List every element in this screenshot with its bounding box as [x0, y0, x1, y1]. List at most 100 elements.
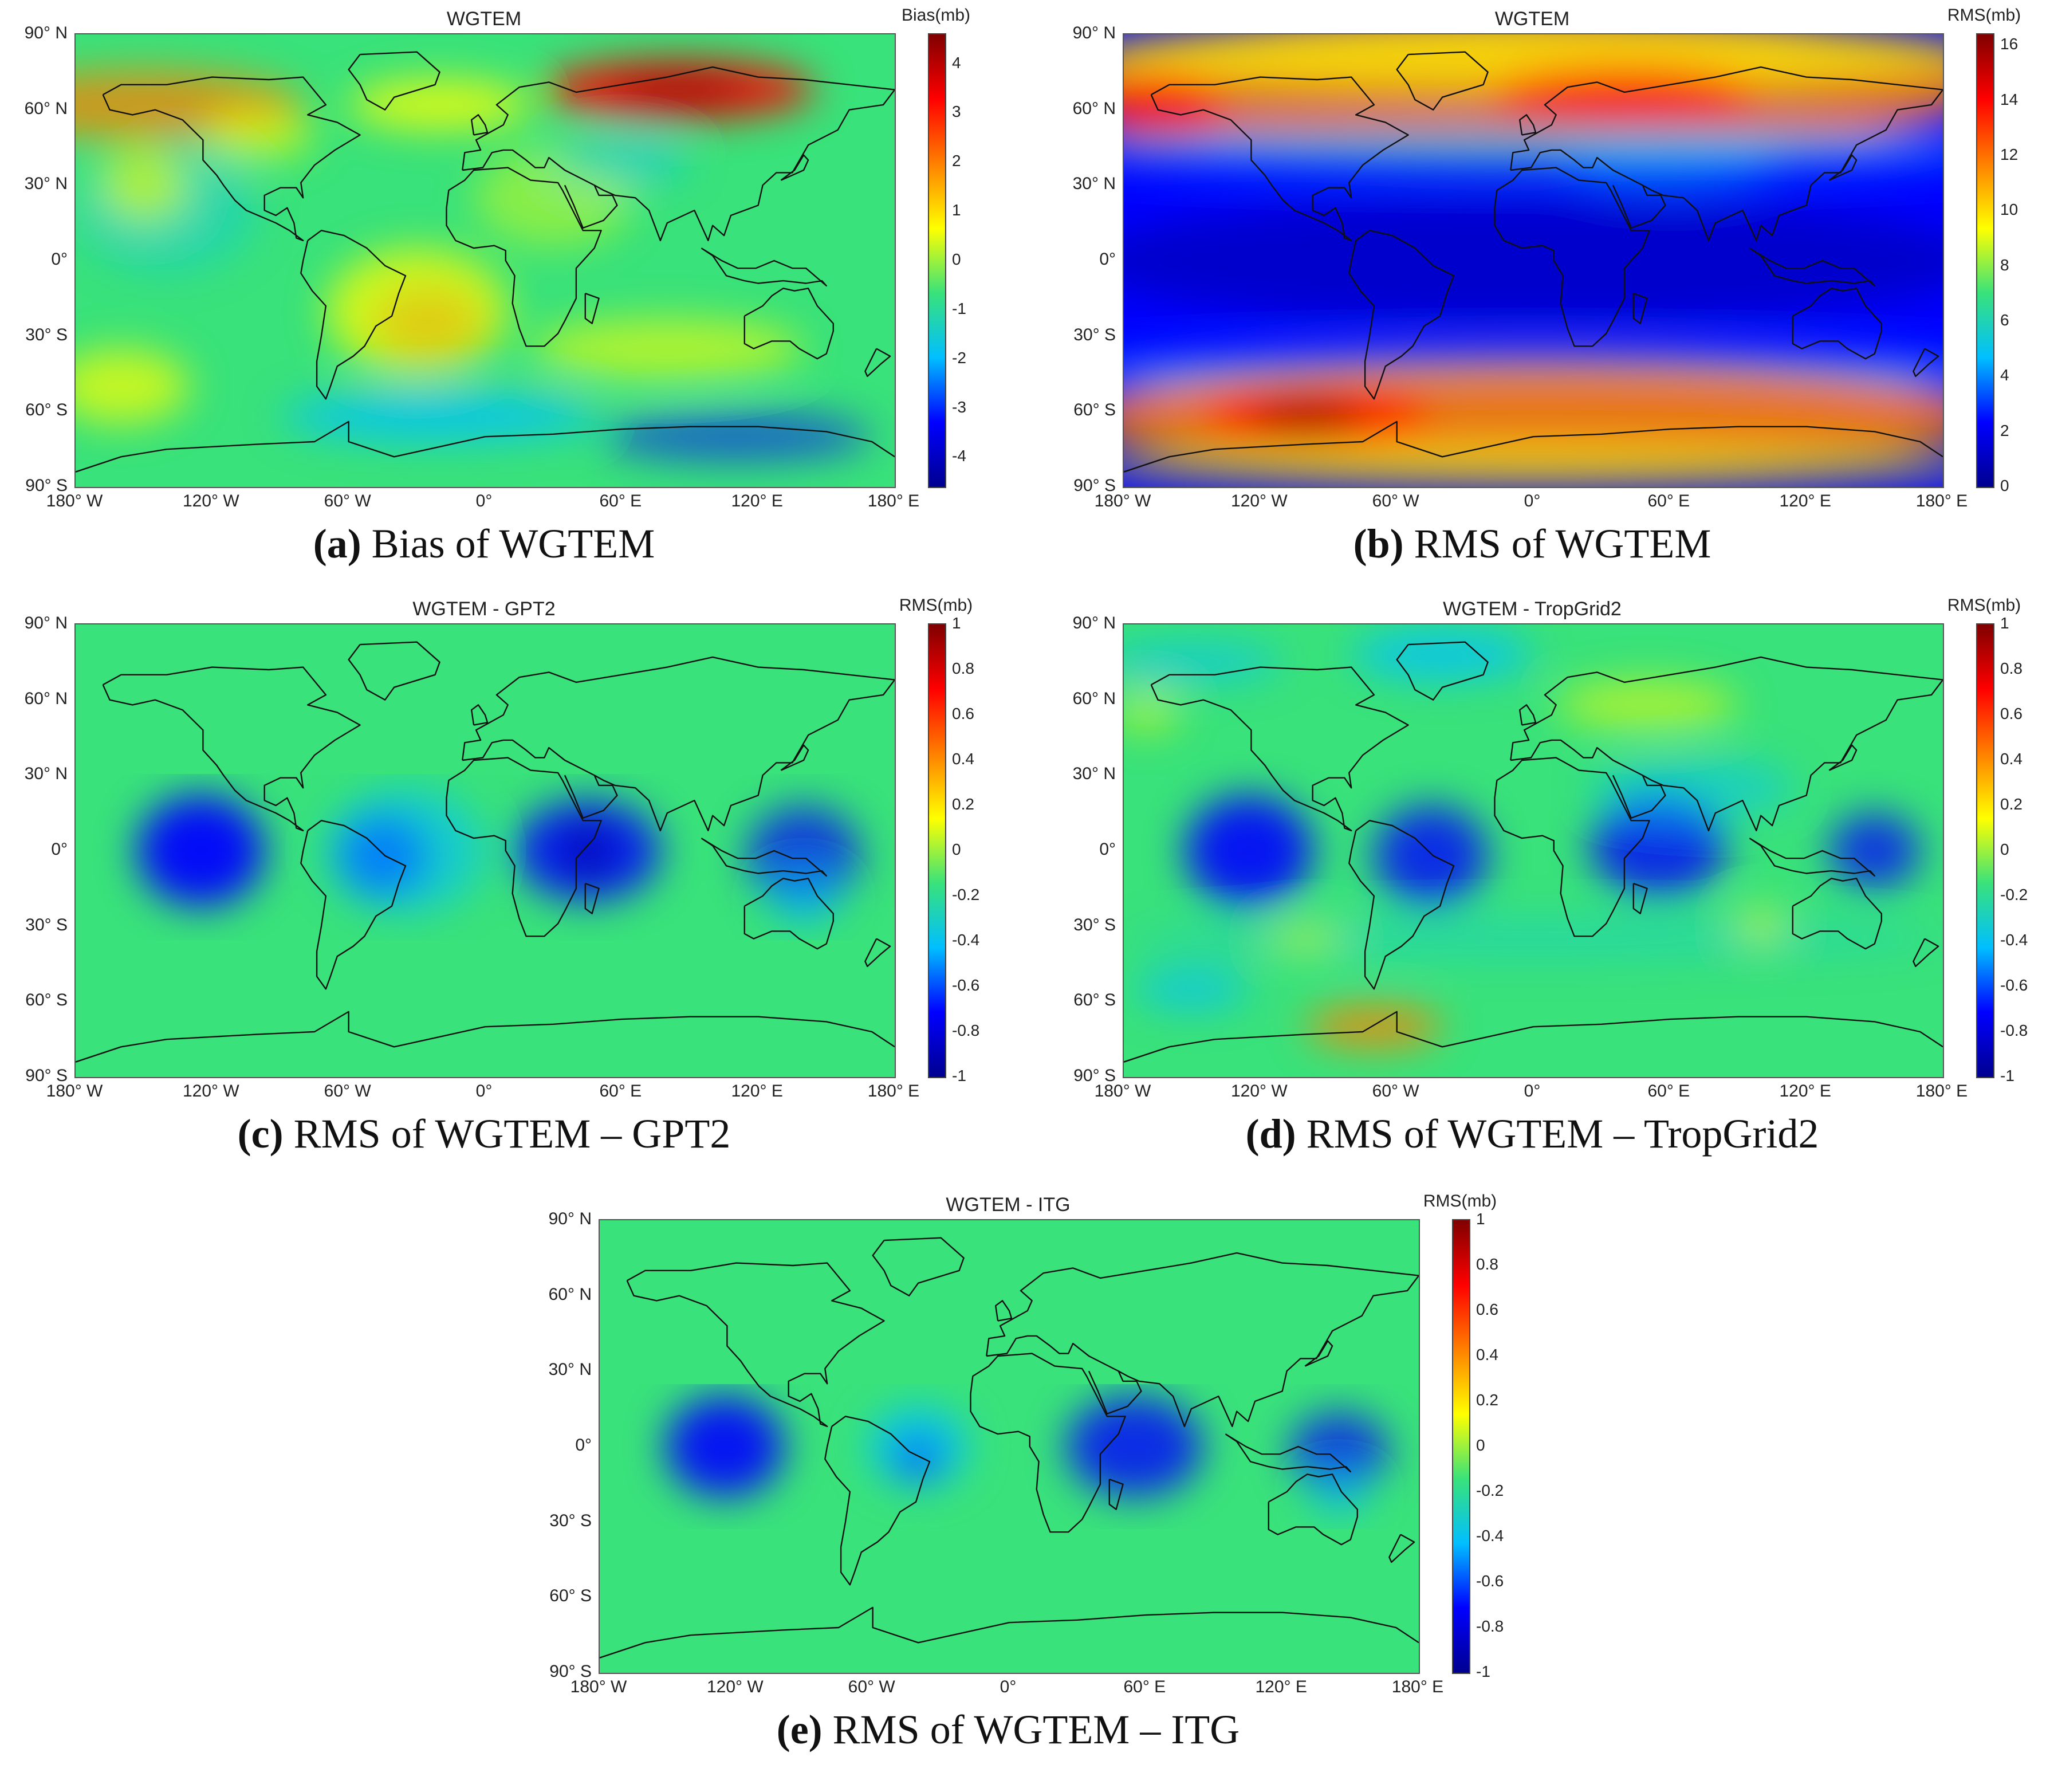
lon-tick-label: 180° W	[46, 1082, 103, 1101]
field-layer	[137, 788, 861, 926]
lon-tick-label: 120° E	[1779, 1082, 1831, 1101]
panel-e: WGTEM - ITG 90° N 60° N 30° N 0° 30° S 60° S 90…	[524, 1186, 1544, 1776]
lat-tick-label: 30° N	[548, 1360, 592, 1380]
colorbar-tick-label: 0	[952, 250, 961, 268]
lat-tick-label: 30° N	[24, 764, 68, 784]
lon-tick-label: 180° E	[1915, 1082, 1968, 1101]
colorbar-tick-label: 0.4	[2000, 750, 2023, 768]
lon-tick-label: 60° E	[1647, 492, 1690, 510]
colorbar-unit: RMS(mb)	[1423, 1192, 1497, 1211]
colorbar-tick-label: -0.6	[1476, 1572, 1504, 1590]
colorbar-tick-label: 0.2	[2000, 795, 2023, 813]
colorbar-tick-label: 6	[2000, 311, 2009, 329]
colorbar-tick-label: 0.8	[952, 659, 974, 677]
caption-text: RMS of WGTEM – TropGrid2	[1296, 1111, 1819, 1157]
lon-tick-label: 0°	[475, 492, 493, 510]
panel-b: WGTEM 90° N 60° N 30° N 0° 30° S 60° S 90° S 180…	[1048, 0, 2050, 590]
colorbar-unit: RMS(mb)	[899, 596, 973, 615]
field-layer	[1124, 34, 1943, 487]
lat-tick-label: 30° N	[1072, 764, 1116, 784]
colorbar-tick-label: 2	[2000, 421, 2009, 439]
lon-tick-label: 180° W	[46, 492, 103, 510]
field-layer	[666, 1396, 1390, 1517]
colorbar-tick-label: 16	[2000, 35, 2018, 53]
lat-tick-label: 30° N	[1072, 174, 1116, 194]
caption-text: Bias of WGTEM	[361, 521, 655, 567]
colorbar-tick-label: -0.2	[952, 886, 980, 903]
colorbar-tick-label: -0.4	[2000, 931, 2028, 949]
panel-caption: (e) RMS of WGTEM – ITG	[777, 1706, 1240, 1754]
map-area	[1123, 623, 1944, 1078]
map-area	[74, 623, 896, 1078]
colorbar-tick-label: 0.6	[2000, 705, 2023, 722]
colorbar-tick-label: 1	[952, 614, 961, 632]
lon-tick-label: 0°	[1524, 1082, 1541, 1101]
colorbar-tick-label: 0.4	[1476, 1346, 1498, 1363]
lon-tick-label: 60° W	[1372, 492, 1419, 510]
lon-tick-label: 60° W	[324, 492, 371, 510]
colorbar-tick-label: 0.8	[2000, 659, 2023, 677]
lat-tick-label: 60° N	[548, 1284, 592, 1304]
lat-tick-label: 30° S	[25, 325, 68, 344]
colorbar-tick-label: -0.4	[952, 931, 980, 949]
colorbar-unit: RMS(mb)	[1947, 596, 2021, 615]
lat-tick-label: 90° N	[1072, 614, 1116, 632]
map-title: WGTEM	[1494, 8, 1570, 30]
lat-tick-label: 90° S	[1073, 476, 1116, 495]
lon-tick-label: 0°	[1524, 492, 1541, 510]
lon-tick-label: 60° W	[1372, 1082, 1419, 1101]
lon-tick-label: 180° E	[867, 1082, 920, 1101]
lon-tick-label: 180° W	[1094, 492, 1151, 510]
coastline	[1124, 641, 1943, 1063]
lat-tick-label: 0°	[1099, 840, 1116, 859]
lon-tick-label: 60° E	[1123, 1677, 1166, 1696]
colorbar-tick-label: -3	[952, 398, 966, 416]
lon-tick-label: 120° W	[182, 1082, 239, 1101]
lat-tick-label: 30° S	[25, 915, 68, 934]
colorbar	[1976, 33, 1994, 488]
lon-tick-label: 60° W	[848, 1677, 895, 1696]
map-title: WGTEM - GPT2	[412, 598, 556, 620]
colorbar-tick-label: 14	[2000, 90, 2018, 108]
lat-tick-label: 0°	[1099, 250, 1116, 269]
caption-letter: (e)	[776, 1707, 823, 1752]
lat-tick-label: 30° S	[1073, 915, 1116, 934]
colorbar-tick-label: -0.8	[2000, 1021, 2028, 1039]
colorbar-tick-label: 4	[952, 53, 961, 72]
lon-tick-label: 120° W	[1230, 1082, 1288, 1101]
colorbar-tick-label: 1	[2000, 614, 2009, 632]
lat-tick-label: 0°	[51, 840, 68, 859]
lat-tick-label: 60° N	[1072, 99, 1116, 118]
colorbar-tick-label: -1	[952, 1067, 966, 1084]
map-area	[1123, 33, 1944, 488]
lat-tick-label: 90° N	[24, 23, 68, 42]
colorbar-tick-label: -0.4	[1476, 1527, 1504, 1545]
lat-tick-label: 60° S	[549, 1586, 592, 1606]
colorbar-tick-label: 0.2	[952, 795, 974, 813]
lon-tick-label: 180° W	[570, 1677, 627, 1696]
lon-tick-label: 60° W	[324, 1082, 371, 1101]
colorbar-tick-label: 0	[952, 840, 961, 858]
colorbar-tick-label: 4	[2000, 366, 2009, 384]
panel-a: WGTEM 90° N 60° N 30° N 0° 30° S 60° S 90° S 180…	[0, 0, 1020, 590]
lon-tick-label: 180° W	[1094, 1082, 1151, 1101]
colorbar-tick-label: -0.2	[1476, 1481, 1504, 1499]
colorbar-tick-label: 1	[952, 201, 961, 219]
caption-letter: (b)	[1353, 521, 1404, 567]
colorbar-tick-label: 3	[952, 103, 961, 121]
colorbar-tick-label: 1	[1476, 1210, 1485, 1228]
colorbar-tick-label: 0	[2000, 477, 2009, 494]
lat-tick-label: 90° N	[548, 1209, 592, 1228]
colorbar-tick-label: 0.6	[952, 705, 974, 722]
lat-tick-label: 60° N	[24, 689, 68, 708]
lon-tick-label: 0°	[475, 1082, 493, 1101]
lon-tick-label: 120° E	[731, 492, 783, 510]
lat-tick-label: 60° S	[25, 991, 68, 1010]
lat-tick-label: 60° N	[1072, 689, 1116, 708]
lon-tick-label: 60° E	[599, 1082, 642, 1101]
lat-tick-label: 30° S	[549, 1511, 592, 1530]
colorbar-tick-label: -0.8	[952, 1021, 980, 1039]
coastline	[76, 51, 895, 473]
caption-text: RMS of WGTEM	[1403, 521, 1711, 567]
lon-tick-label: 180° E	[1915, 492, 1968, 510]
